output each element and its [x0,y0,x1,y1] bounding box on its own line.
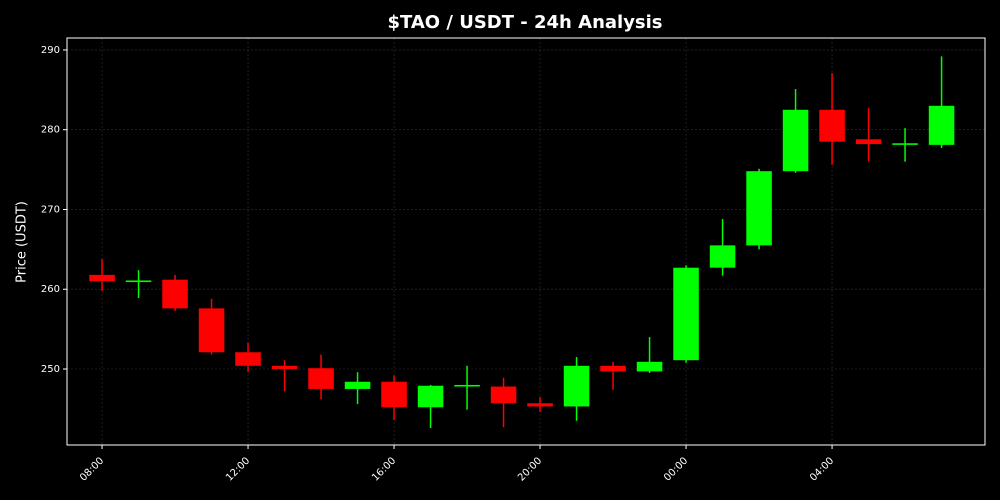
x-tick-label: 16:00 [370,455,398,483]
candle-body [490,386,517,404]
candle-body [89,274,115,282]
candle-body [162,279,188,309]
candle-body [344,381,371,389]
candle-body [308,368,334,389]
y-axis-label: Price (USDT) [15,201,30,283]
candle-body [819,109,845,142]
candle-body [892,143,918,145]
x-tick-label: 04:00 [808,455,836,483]
plot-frame [66,37,986,446]
candle-body [527,403,553,407]
y-tick-label: 270 [41,204,60,215]
y-tick-label: 250 [41,364,60,375]
x-tick-label: 00:00 [662,455,690,483]
candle-body [855,139,882,145]
candle-body [417,385,444,408]
candle-body [600,365,626,372]
y-tick-label: 290 [41,45,60,56]
x-tick-label: 12:00 [224,455,252,483]
candle-body [454,384,480,387]
candle-body [673,267,699,361]
chart-title: $TAO / USDT - 24h Analysis [387,12,662,33]
candle-body [782,109,809,172]
candle-body [235,352,261,366]
candle-body [563,365,590,407]
candle-body [271,365,298,369]
y-tick-label: 280 [41,125,60,136]
candle-body [198,308,225,353]
candle-body [746,171,772,246]
y-tick-label: 260 [41,284,60,295]
x-tick-label: 20:00 [516,455,544,483]
candle-body [125,280,152,283]
x-tick-label: 08:00 [78,455,106,483]
candle-body [381,381,407,408]
candle-body [636,361,663,372]
candle-body [928,105,955,145]
candle-body [709,245,736,268]
